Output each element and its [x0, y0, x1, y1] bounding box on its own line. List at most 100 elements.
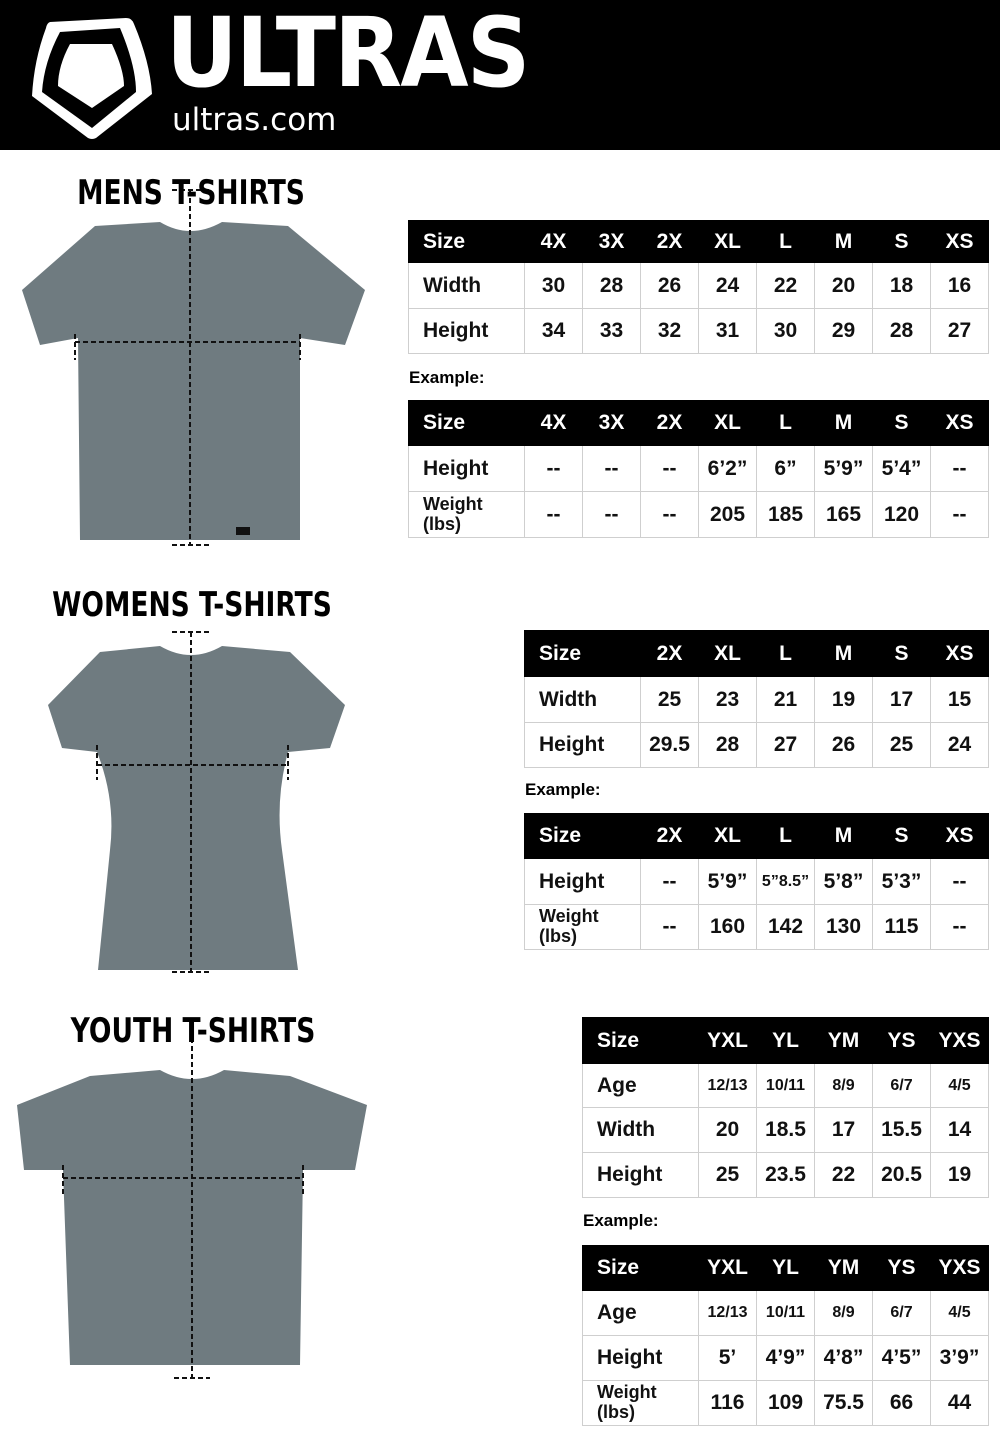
womens-section-title: WOMENS T-SHIRTS [52, 585, 332, 625]
site-header: ULTRAS ultras.com [0, 0, 1000, 150]
size-header-cell: 2X [640, 630, 699, 677]
table-cell: -- [930, 904, 989, 950]
size-header-cell: 2X [640, 220, 699, 263]
row-label: Weight (lbs) [582, 1380, 699, 1426]
shield-logo-icon [32, 18, 152, 139]
table-row: Width 25 23 21 19 17 15 [524, 676, 989, 723]
row-label: Width [408, 262, 525, 309]
size-header-cell: S [872, 813, 931, 859]
youth-example-table: Size YXL YL YM YS YXS Age 12/13 10/11 8/9 6/7 4/5 He… [582, 1245, 989, 1426]
table-cell: 32 [640, 308, 699, 354]
row-label: Height [524, 722, 641, 768]
size-header-cell: XS [930, 813, 989, 859]
table-cell: 4’5” [872, 1335, 931, 1381]
table-cell: 165 [814, 491, 873, 538]
size-header-cell: M [814, 400, 873, 446]
table-row: Weight (lbs) -- 160 142 130 115 -- [524, 904, 989, 950]
table-row: Width 30 28 26 24 22 20 18 16 [408, 262, 989, 309]
table-cell: 5’9” [814, 445, 873, 492]
table-cell: 6/7 [872, 1063, 931, 1108]
table-cell: 205 [698, 491, 757, 538]
table-cell: 22 [814, 1152, 873, 1198]
table-cell: -- [930, 445, 989, 492]
table-header-row: Size YXL YL YM YS YXS [582, 1017, 989, 1064]
table-cell: 142 [756, 904, 815, 950]
table-row: Height -- -- -- 6’2” 6” 5’9” 5’4” -- [408, 445, 989, 492]
table-row: Height -- 5’9” 5”8.5” 5’8” 5’3” -- [524, 858, 989, 905]
size-header-cell: XS [930, 400, 989, 446]
table-cell: 17 [872, 676, 931, 723]
table-cell: -- [640, 445, 699, 492]
table-cell: 44 [930, 1380, 989, 1426]
row-label: Size [524, 630, 641, 677]
table-row: Age 12/13 10/11 8/9 6/7 4/5 [582, 1063, 989, 1108]
table-cell: 5’8” [814, 858, 873, 905]
row-label: Age [582, 1290, 699, 1336]
table-cell: 21 [756, 676, 815, 723]
table-cell: 26 [640, 262, 699, 309]
table-cell: 8/9 [814, 1290, 873, 1336]
table-cell: 27 [930, 308, 989, 354]
row-label: Height [408, 308, 525, 354]
table-cell: 6/7 [872, 1290, 931, 1336]
size-header-cell: 2X [640, 813, 699, 859]
row-label: Height [582, 1152, 699, 1198]
table-cell: 20 [814, 262, 873, 309]
table-header-row: Size 4X 3X 2X XL L M S XS [408, 400, 989, 446]
table-cell: -- [640, 858, 699, 905]
table-cell: 25 [640, 676, 699, 723]
table-header-row: Size 4X 3X 2X XL L M S XS [408, 220, 989, 263]
size-header-cell: YXS [930, 1245, 989, 1291]
table-cell: 23.5 [756, 1152, 815, 1198]
youth-section-title: YOUTH T-SHIRTS [70, 1011, 316, 1051]
table-cell: 5’ [698, 1335, 757, 1381]
table-row: Height 29.5 28 27 26 25 24 [524, 722, 989, 768]
table-cell: -- [524, 491, 583, 538]
size-header-cell: YXL [698, 1245, 757, 1291]
youth-example-label: Example: [583, 1211, 659, 1230]
youth-shirt-image [17, 1030, 367, 1379]
table-cell: -- [582, 491, 641, 538]
table-cell: 5’3” [872, 858, 931, 905]
table-cell: 27 [756, 722, 815, 768]
womens-shirt-image [48, 631, 345, 973]
size-header-cell: YS [872, 1017, 931, 1064]
size-header-cell: 4X [524, 400, 583, 446]
size-header-cell: S [872, 630, 931, 677]
youth-size-table: Size YXL YL YM YS YXS Age 12/13 10/11 8/9 6/7 4/5 Wi… [582, 1017, 989, 1198]
table-cell: 130 [814, 904, 873, 950]
size-header-cell: L [756, 813, 815, 859]
table-row: Weight (lbs) 116 109 75.5 66 44 [582, 1380, 989, 1426]
size-header-cell: S [872, 400, 931, 446]
womens-example-table: Size 2X XL L M S XS Height -- 5’9” 5”8.5” 5’8” 5’3” -… [524, 813, 989, 950]
size-header-cell: YL [756, 1017, 815, 1064]
womens-example-label: Example: [525, 780, 601, 799]
size-header-cell: M [814, 630, 873, 677]
table-cell: 5’4” [872, 445, 931, 492]
table-cell: 10/11 [756, 1290, 815, 1336]
table-cell: 33 [582, 308, 641, 354]
table-row: Height 5’ 4’9” 4’8” 4’5” 3’9” [582, 1335, 989, 1381]
size-header-cell: 4X [524, 220, 583, 263]
table-cell: 24 [930, 722, 989, 768]
table-cell: 4/5 [930, 1063, 989, 1108]
table-cell: 29 [814, 308, 873, 354]
size-header-cell: M [814, 220, 873, 263]
table-cell: 28 [872, 308, 931, 354]
mens-shirt-image [22, 189, 365, 546]
row-label: Weight (lbs) [408, 491, 525, 538]
table-cell: 18.5 [756, 1107, 815, 1153]
size-header-cell: XL [698, 630, 757, 677]
size-header-cell: L [756, 220, 815, 263]
table-cell: -- [524, 445, 583, 492]
table-cell: 34 [524, 308, 583, 354]
table-cell: 15 [930, 676, 989, 723]
womens-size-table: Size 2X XL L M S XS Width 25 23 21 19 17 15 Height 29.5… [524, 630, 989, 768]
table-cell: 12/13 [698, 1063, 757, 1108]
table-cell: 30 [524, 262, 583, 309]
table-cell: 109 [756, 1380, 815, 1426]
table-cell: 10/11 [756, 1063, 815, 1108]
size-header-cell: XL [698, 400, 757, 446]
table-cell: 5’9” [698, 858, 757, 905]
